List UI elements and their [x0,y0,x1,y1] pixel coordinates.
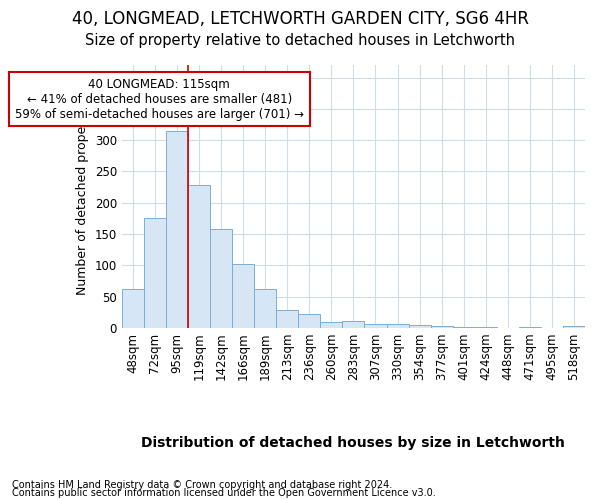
Bar [232,264,254,328]
Bar [364,324,386,328]
Bar [210,229,232,328]
Text: 40, LONGMEAD, LETCHWORTH GARDEN CITY, SG6 4HR: 40, LONGMEAD, LETCHWORTH GARDEN CITY, SG… [71,10,529,28]
Text: Size of property relative to detached houses in Letchworth: Size of property relative to detached ho… [85,32,515,48]
Bar [166,132,188,328]
Bar [276,310,298,328]
Bar [254,289,276,328]
Bar [431,326,452,328]
Bar [188,184,210,328]
Text: Contains public sector information licensed under the Open Government Licence v3: Contains public sector information licen… [12,488,436,498]
Bar [386,324,409,328]
Bar [298,314,320,328]
Bar [475,326,497,328]
Bar [144,218,166,328]
Bar [409,325,431,328]
Bar [563,326,585,328]
Bar [343,321,364,328]
Text: 40 LONGMEAD: 115sqm
← 41% of detached houses are smaller (481)
59% of semi-detac: 40 LONGMEAD: 115sqm ← 41% of detached ho… [15,78,304,120]
X-axis label: Distribution of detached houses by size in Letchworth: Distribution of detached houses by size … [142,436,565,450]
Y-axis label: Number of detached properties: Number of detached properties [76,98,89,295]
Bar [122,288,144,328]
Text: Contains HM Land Registry data © Crown copyright and database right 2024.: Contains HM Land Registry data © Crown c… [12,480,392,490]
Bar [320,322,343,328]
